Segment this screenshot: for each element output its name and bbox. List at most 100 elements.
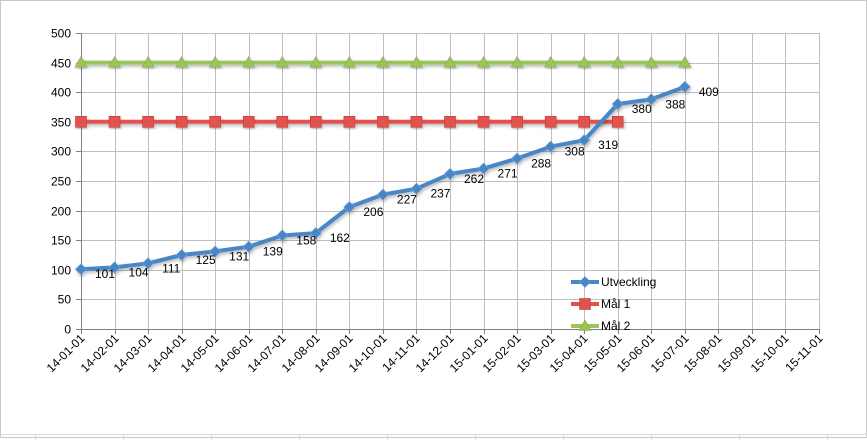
y-tick-label: 500 — [51, 27, 71, 41]
data-point-mal-2 — [443, 55, 457, 68]
data-point-utveckling — [108, 261, 121, 274]
series-mal-1 — [75, 116, 624, 128]
gridlines — [81, 33, 820, 330]
legend: Utveckling Mål 1 Mål 2 — [571, 275, 656, 333]
y-tick-label: 350 — [51, 116, 71, 130]
data-point-mal-1 — [276, 116, 289, 128]
data-point-utveckling — [511, 152, 524, 165]
series-utveckling — [75, 80, 691, 276]
data-label: 125 — [196, 253, 216, 267]
data-point-utveckling — [678, 80, 691, 93]
data-label: 262 — [464, 172, 484, 186]
data-point-mal-2 — [242, 55, 256, 68]
series-mal-2 — [74, 55, 692, 68]
data-point-mal-1 — [377, 116, 389, 128]
data-point-mal-1 — [108, 116, 121, 128]
data-label: 131 — [229, 249, 249, 263]
data-point-mal-1 — [209, 116, 221, 128]
data-label: 388 — [665, 97, 685, 111]
data-point-utveckling — [376, 188, 389, 201]
data-point-mal-1 — [511, 116, 523, 128]
data-point-mal-2 — [275, 55, 289, 68]
data-point-mal-2 — [141, 55, 155, 68]
x-tick-label: 15-11-01 — [782, 331, 825, 374]
y-tick-label: 0 — [64, 323, 71, 337]
y-tick-label: 400 — [51, 86, 71, 100]
data-point-mal-2 — [644, 55, 658, 68]
series-line-utveckling — [80, 85, 686, 272]
data-point-utveckling — [410, 182, 423, 195]
data-point-mal-2 — [544, 55, 558, 68]
data-point-mal-1 — [343, 116, 356, 128]
legend-label: Mål 2 — [601, 319, 631, 333]
data-point-mal-1 — [611, 116, 624, 128]
data-label: 227 — [397, 193, 417, 207]
legend-marker — [579, 276, 591, 288]
data-point-utveckling — [444, 167, 456, 180]
data-point-mal-1 — [310, 116, 322, 128]
data-point-mal-2 — [208, 55, 222, 68]
data-point-mal-1 — [75, 116, 87, 128]
data-point-mal-2 — [510, 55, 524, 68]
data-label: 206 — [363, 205, 383, 219]
y-tick-label: 50 — [58, 293, 72, 307]
y-tick-label: 250 — [51, 175, 71, 189]
data-point-mal-2 — [175, 55, 189, 68]
data-label: 104 — [129, 265, 149, 279]
y-tick-label: 100 — [51, 264, 71, 278]
data-label: 409 — [699, 85, 719, 99]
legend-label: Utveckling — [601, 275, 656, 289]
data-point-mal-1 — [175, 116, 188, 128]
legend-item-mal-2: Mål 2 — [571, 319, 631, 333]
legend-item-utveckling: Utveckling — [571, 275, 656, 289]
data-label: 101 — [95, 267, 115, 281]
data-point-mal-2 — [376, 55, 390, 68]
y-tick-label: 150 — [51, 234, 71, 248]
data-label: 139 — [263, 245, 283, 259]
data-label: 237 — [430, 187, 450, 201]
series-group — [74, 55, 692, 276]
data-point-utveckling — [645, 93, 658, 106]
legend-label: Mål 1 — [601, 297, 631, 311]
data-label: 111 — [162, 261, 181, 275]
data-point-utveckling — [477, 162, 490, 175]
data-point-utveckling — [175, 249, 188, 261]
data-label: 308 — [565, 145, 585, 159]
y-tick-label: 200 — [51, 205, 71, 219]
data-point-mal-1 — [142, 116, 154, 128]
legend-marker — [579, 298, 591, 310]
spreadsheet-row-edge — [0, 434, 867, 440]
data-point-mal-2 — [108, 55, 122, 68]
data-point-mal-1 — [544, 116, 557, 128]
data-point-mal-2 — [577, 55, 591, 68]
axes: 05010015020025030035040045050014-01-0114… — [44, 27, 826, 376]
data-point-utveckling — [209, 245, 222, 258]
data-label: 162 — [330, 231, 350, 245]
data-point-utveckling — [578, 134, 591, 147]
data-point-utveckling — [276, 229, 289, 242]
data-point-mal-2 — [678, 55, 692, 68]
data-point-mal-2 — [342, 55, 356, 68]
data-point-utveckling — [309, 227, 322, 240]
data-point-utveckling — [611, 98, 624, 110]
data-point-mal-2 — [74, 55, 88, 68]
data-label: 288 — [531, 157, 551, 171]
y-tick-label: 300 — [51, 145, 71, 159]
data-point-mal-1 — [477, 116, 490, 128]
data-point-utveckling — [75, 263, 87, 276]
data-point-mal-2 — [309, 55, 323, 68]
data-point-mal-2 — [477, 55, 491, 68]
data-point-mal-1 — [578, 116, 590, 128]
data-point-mal-1 — [242, 116, 255, 128]
data-label: 319 — [598, 138, 618, 152]
data-labels: 101 104 111 125 131 139 158 162 206 227 237 262 271 2… — [95, 85, 719, 281]
data-point-mal-2 — [409, 55, 423, 68]
legend-item-mal-1: Mål 1 — [571, 297, 631, 311]
data-label: 158 — [296, 233, 316, 247]
data-point-mal-1 — [444, 116, 456, 128]
data-point-utveckling — [343, 201, 356, 213]
data-point-utveckling — [544, 140, 557, 153]
data-point-mal-2 — [611, 55, 625, 68]
